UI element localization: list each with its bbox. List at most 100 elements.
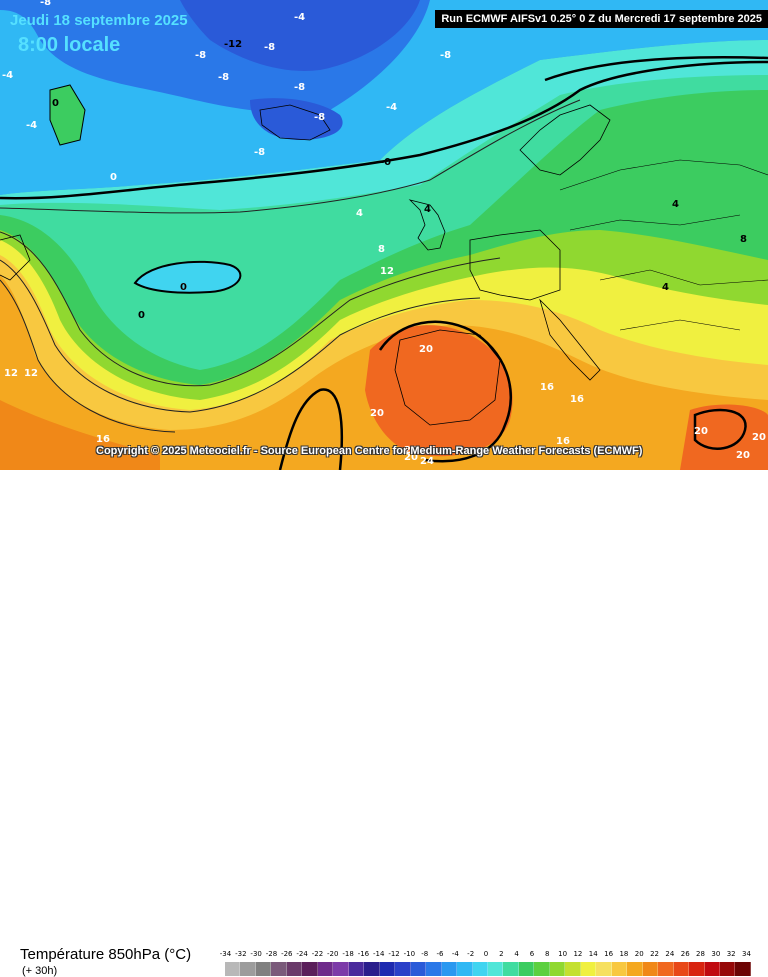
scale-swatch bbox=[379, 962, 396, 976]
isotherm-twenty-iberia bbox=[378, 320, 513, 463]
coast-scandinavia bbox=[519, 104, 611, 176]
isotherm-label: 4 bbox=[672, 199, 679, 210]
isotherm-label: 20 bbox=[370, 408, 384, 419]
scale-swatch bbox=[704, 962, 720, 976]
band-red-orange-east bbox=[680, 404, 768, 470]
isotherm-label: -4 bbox=[2, 70, 13, 81]
greenland-patch bbox=[49, 84, 86, 146]
isotherm-label: -8 bbox=[294, 82, 305, 93]
scale-swatch bbox=[487, 962, 504, 976]
scale-swatch bbox=[317, 962, 334, 976]
isotherm-twenty-atlantic bbox=[278, 388, 344, 470]
contour-16 bbox=[0, 279, 176, 433]
scale-swatch bbox=[689, 962, 705, 976]
scale-swatch bbox=[518, 962, 535, 976]
band-orange-south-west bbox=[0, 400, 160, 470]
parameter-title: Température 850hPa (°C) bbox=[20, 946, 192, 963]
isotherm-label: 16 bbox=[570, 394, 584, 405]
isotherm-label: 4 bbox=[356, 208, 363, 219]
scale-swatch bbox=[395, 962, 411, 976]
coast-iberia bbox=[394, 329, 501, 426]
scale-swatch bbox=[441, 962, 458, 976]
scale-swatch bbox=[333, 962, 349, 976]
isotherm-label: 0 bbox=[52, 98, 59, 109]
scale-swatch bbox=[472, 962, 488, 976]
contour-8 bbox=[0, 231, 501, 387]
isotherm-label: -4 bbox=[386, 102, 397, 113]
isotherm-twenty-east bbox=[693, 408, 747, 450]
color-scale-bar bbox=[225, 962, 751, 976]
color-scale-labels: -34 -32 -30 -28 -26 -24 -22 -20 -18 -16 -14 -12 -10-… bbox=[220, 950, 751, 960]
coast-iceland bbox=[259, 104, 331, 141]
isotherm-label: 8 bbox=[378, 244, 385, 255]
contour-12 bbox=[0, 259, 481, 413]
isotherm-label: -0 bbox=[380, 157, 391, 168]
isotherm-label: -8 bbox=[40, 0, 51, 8]
forecast-local-time: 8:00 locale bbox=[18, 34, 121, 56]
isotherm-label: -8 bbox=[314, 112, 325, 123]
isotherm-label: -8 bbox=[254, 147, 265, 158]
temperature-map: -8 -4 -8 -12 -8 -8 -8 -8 -8 -8 -4 -4 -4 0 0 -0 0 4 4 4 4 8 8 12… bbox=[0, 0, 768, 470]
scale-swatch bbox=[225, 962, 241, 976]
isotherm-label: 4 bbox=[424, 204, 431, 215]
isotherm-label: 20 bbox=[419, 344, 433, 355]
legend-footer: Température 850hPa (°C) (+ 30h) -34 -32 -3… bbox=[0, 470, 768, 977]
isotherm-label: -8 bbox=[218, 72, 229, 83]
scale-swatch bbox=[611, 962, 628, 976]
isotherm-label: 0 bbox=[110, 172, 117, 183]
map-svg: -8 -4 -8 -12 -8 -8 -8 -8 -8 -8 -4 -4 -4 0 0 -0 0 4 4 4 4 8 8 12… bbox=[0, 0, 768, 470]
scale-swatch bbox=[240, 962, 256, 976]
scale-swatch bbox=[580, 962, 597, 976]
coast-west bbox=[0, 234, 31, 281]
scale-swatch bbox=[549, 962, 566, 976]
isotherm-label: 20 bbox=[404, 452, 418, 463]
isotherm-zero-north bbox=[544, 55, 768, 82]
coast-italy bbox=[539, 298, 601, 381]
isotherm-label: 12 bbox=[4, 368, 18, 379]
band-deep-blue bbox=[180, 0, 420, 71]
contour-4 bbox=[0, 99, 581, 214]
copyright: Copyright © 2025 Meteociel.fr - Source E… bbox=[96, 445, 643, 457]
scale-swatch bbox=[302, 962, 318, 976]
borders-central-europe bbox=[559, 159, 768, 331]
isotherm-label: 12 bbox=[380, 266, 394, 277]
scale-swatch bbox=[720, 962, 736, 976]
cold-pool-patch bbox=[133, 260, 242, 294]
coast-france bbox=[469, 229, 561, 301]
isotherm-label: 8 bbox=[740, 234, 747, 245]
scale-swatch bbox=[271, 962, 287, 976]
isotherm-label: -4 bbox=[26, 120, 37, 131]
isotherm-label: 16 bbox=[540, 382, 554, 393]
forecast-date: Jeudi 18 septembre 2025 bbox=[10, 12, 188, 29]
isotherm-labels: -8 -4 -8 -12 -8 -8 -8 -8 -8 -8 -4 -4 -4 0 0 -0 0 4 4 4 4 8 8 12… bbox=[2, 0, 766, 467]
isotherm-label: 0 bbox=[138, 310, 145, 321]
scale-swatch bbox=[534, 962, 550, 976]
scale-swatch bbox=[673, 962, 690, 976]
scale-swatch bbox=[348, 962, 365, 976]
run-info: Run ECMWF AIFSv1 0.25° 0 Z du Mercredi 1… bbox=[435, 10, 768, 28]
scale-swatch bbox=[255, 962, 272, 976]
scale-swatch bbox=[627, 962, 643, 976]
isotherm-label: 16 bbox=[556, 436, 570, 447]
isotherm-label: 0 bbox=[180, 282, 187, 293]
band-red-orange-iberia bbox=[365, 325, 513, 457]
isotherm-label: -8 bbox=[440, 50, 451, 61]
isotherm-label: -8 bbox=[264, 42, 275, 53]
isotherm-label: 20 bbox=[736, 450, 750, 461]
scale-swatch bbox=[364, 962, 380, 976]
isotherm-label: 0 bbox=[180, 282, 187, 293]
scale-swatch bbox=[410, 962, 427, 976]
lead-time: (+ 30h) bbox=[22, 965, 58, 977]
isotherm-label: 4 bbox=[662, 282, 669, 293]
isotherm-label: 16 bbox=[96, 434, 110, 445]
scale-swatch bbox=[735, 962, 751, 976]
isotherm-label: -12 bbox=[224, 39, 242, 50]
scale-swatch bbox=[642, 962, 659, 976]
scale-swatch bbox=[286, 962, 303, 976]
isotherm-label: -4 bbox=[294, 12, 305, 23]
band-deep-blue-south bbox=[250, 98, 343, 140]
isotherm-label: -8 bbox=[195, 50, 206, 61]
scale-swatch bbox=[565, 962, 581, 976]
isotherm-zero bbox=[0, 60, 768, 200]
scale-swatch bbox=[596, 962, 612, 976]
